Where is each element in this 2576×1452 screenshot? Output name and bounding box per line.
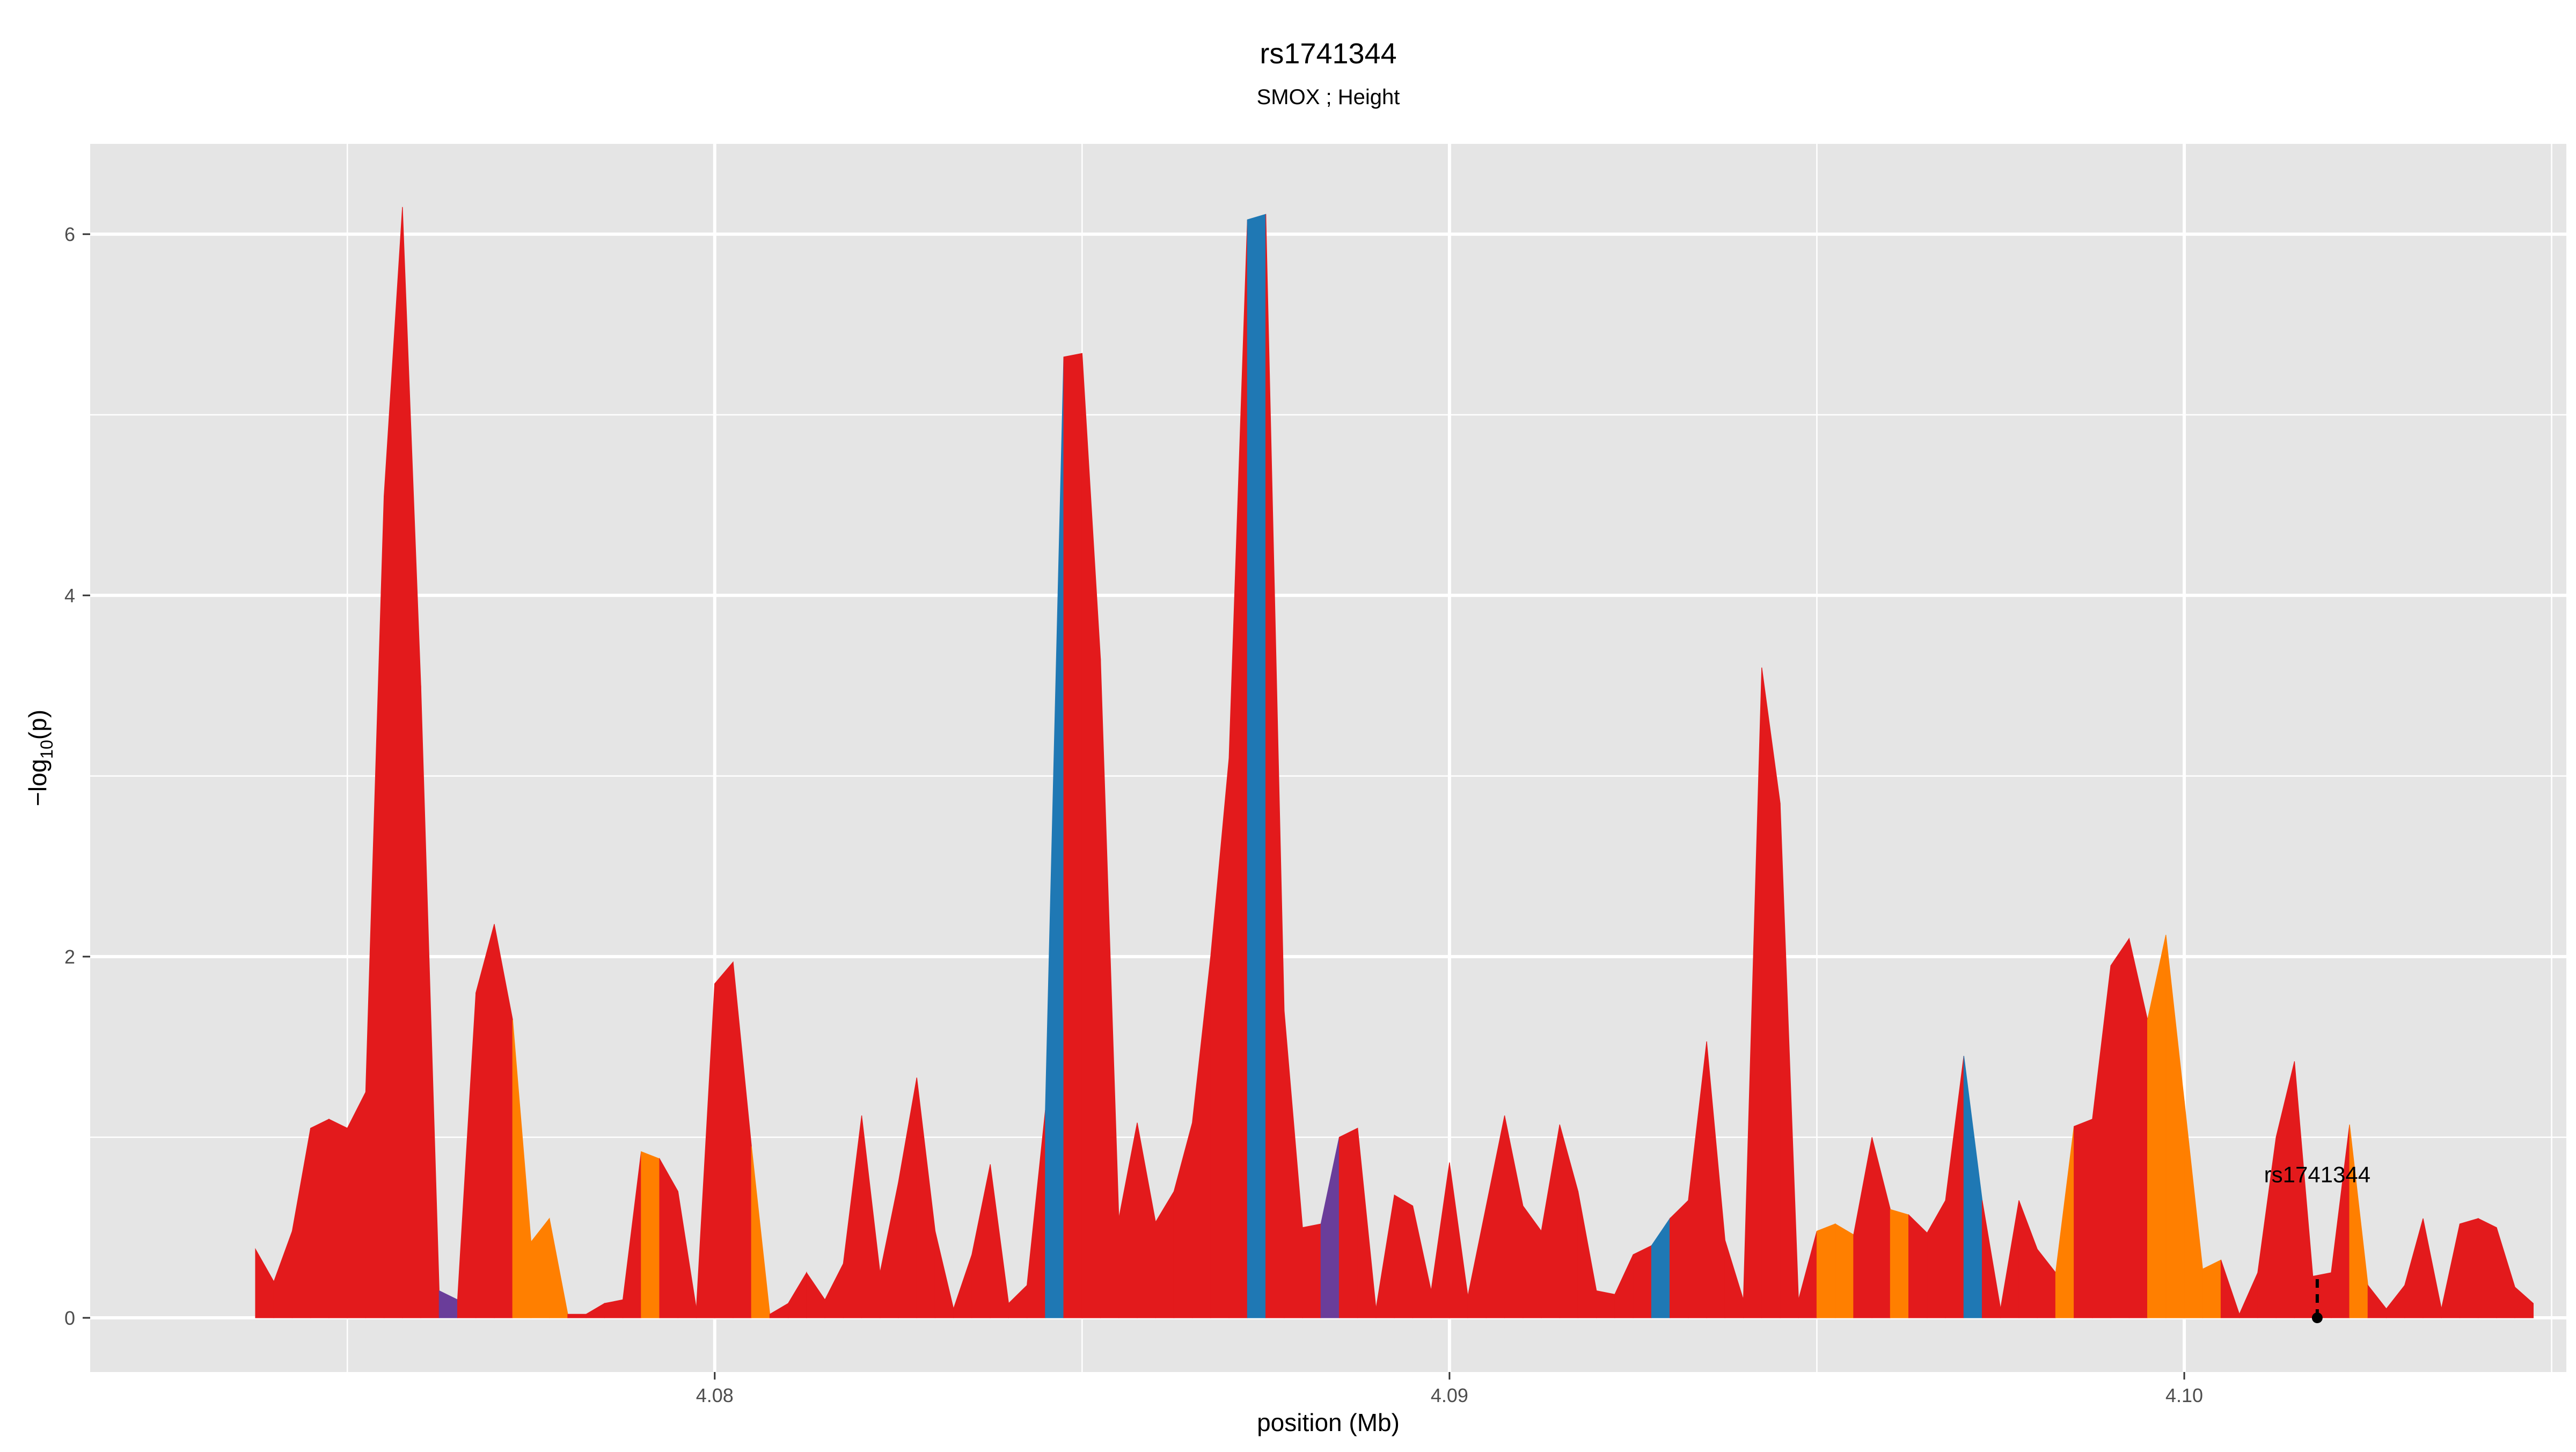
area-segment [1063, 353, 1082, 1318]
area-segment [310, 1118, 330, 1318]
area-segment [567, 1314, 587, 1318]
x-tick-label: 4.09 [1431, 1384, 1468, 1406]
x-axis-label: position (Mb) [1257, 1409, 1400, 1436]
y-axis-label-tail: (p) [24, 710, 52, 740]
area-segment [1247, 214, 1267, 1318]
x-tick-label: 4.08 [696, 1384, 734, 1406]
y-axis-label-subscript: 10 [37, 740, 56, 759]
area-segment [328, 1118, 348, 1318]
y-axis-label: −log10(p) [24, 710, 56, 806]
area-segment [475, 924, 495, 1318]
area-segment [2514, 1286, 2534, 1318]
area-segment [1338, 1127, 1358, 1318]
y-tick-label: 4 [64, 585, 75, 607]
area-segment [1835, 1223, 1854, 1318]
area-segment [1890, 1209, 1909, 1318]
y-tick-label: 2 [64, 946, 75, 968]
chart-subtitle: SMOX ; Height [1257, 85, 1400, 109]
area-segment [2110, 937, 2129, 1318]
area-segment [2459, 1218, 2479, 1318]
area-segment [714, 961, 734, 1318]
area-segment [1670, 1199, 1689, 1318]
area-segment [2202, 1259, 2222, 1318]
area-segment [2074, 1119, 2093, 1318]
annotation-layer: rs1741344 [2264, 1162, 2371, 1324]
area-segment [2312, 1272, 2332, 1318]
y-axis-label-base: −log [24, 759, 52, 806]
annotation-label: rs1741344 [2264, 1162, 2371, 1187]
area-segment [641, 1151, 660, 1318]
area-segment [1633, 1245, 1652, 1318]
area-segment [1394, 1194, 1414, 1318]
annotation-point [2311, 1312, 2323, 1324]
chart-title: rs1741344 [1260, 38, 1396, 70]
y-tick-label: 6 [64, 223, 75, 245]
area-segment [347, 1092, 367, 1318]
area-segment [1302, 1223, 1321, 1318]
y-tick-label: 0 [64, 1307, 75, 1329]
axes: 4.08 4.09 4.10 0 2 4 6 [64, 223, 2203, 1406]
area-segment [1596, 1290, 1615, 1318]
x-tick-label: 4.10 [2165, 1384, 2203, 1406]
area-segments [255, 207, 2534, 1318]
area-segment [1816, 1223, 1836, 1318]
area-segment [1908, 1214, 1928, 1318]
area-segment [2478, 1218, 2497, 1318]
